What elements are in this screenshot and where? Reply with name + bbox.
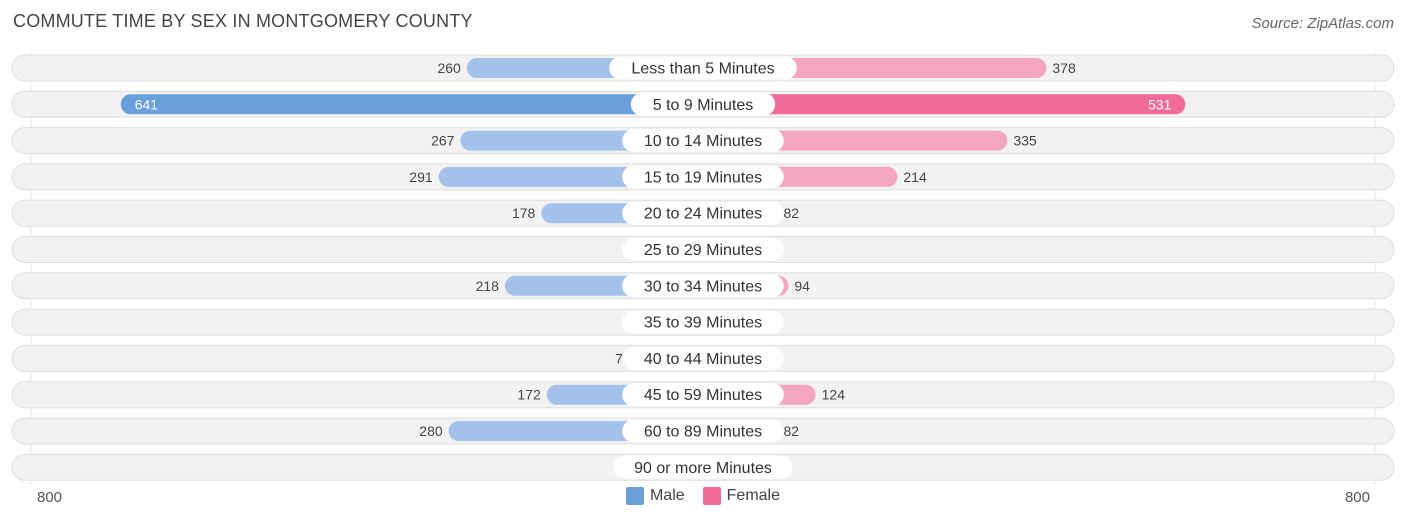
value-label-male: 260: [437, 60, 461, 76]
category-label: 20 to 24 Minutes: [644, 206, 762, 223]
bar-male: [120, 94, 714, 115]
legend-item-female[interactable]: Female: [702, 487, 781, 505]
value-label-male: 641: [135, 96, 159, 112]
value-label-male: 178: [512, 205, 536, 221]
category-label-bg: [622, 201, 784, 225]
value-label-female: 335: [1013, 133, 1037, 149]
value-label-male: 172: [517, 387, 541, 403]
value-label-female: 82: [783, 205, 799, 221]
axis-label-left: 800: [37, 489, 63, 506]
legend-item-male[interactable]: Male: [625, 487, 685, 505]
legend-label-male: Male: [649, 487, 685, 504]
source-label: Source: ZipAtlas.com: [1251, 15, 1394, 32]
category-label-bg: [622, 419, 784, 443]
category-label: 5 to 9 Minutes: [653, 97, 754, 114]
bar-female: [693, 94, 1186, 115]
value-label-female: 94: [794, 278, 810, 294]
value-label-male: 218: [476, 278, 500, 294]
category-label: 15 to 19 Minutes: [644, 169, 762, 186]
category-label-bg: [622, 383, 784, 407]
category-label-bg: [622, 310, 784, 334]
value-label-female: 124: [822, 387, 846, 403]
category-label-bg: [622, 238, 784, 261]
legend-label-female: Female: [726, 487, 781, 504]
value-label-male: 280: [419, 423, 443, 439]
legend-swatch-male: [625, 487, 644, 505]
category-label: 60 to 89 Minutes: [644, 424, 762, 441]
category-label-bg: [609, 56, 797, 80]
value-label-female: 378: [1052, 60, 1076, 76]
legend-swatch-female: [702, 487, 721, 505]
category-label: 30 to 34 Minutes: [644, 278, 762, 295]
category-label: 35 to 39 Minutes: [644, 315, 762, 332]
category-label-bg: [622, 129, 784, 153]
value-label-male: 267: [431, 133, 455, 149]
value-label-female: 214: [903, 169, 927, 185]
chart-title: COMMUTE TIME BY SEX IN MONTGOMERY COUNTY: [13, 11, 473, 31]
butterfly-chart: 260 378 Less than 5 Minutes 641 531 5 to 9 Mi…: [11, 52, 1395, 485]
category-label-bg: [613, 455, 793, 479]
category-label: Less than 5 Minutes: [631, 61, 774, 78]
legend: Male Female: [0, 487, 1406, 505]
category-label: 90 or more Minutes: [634, 460, 772, 477]
axis-label-right: 800: [1344, 489, 1370, 506]
category-label: 10 to 14 Minutes: [644, 133, 762, 150]
category-label-bg: [622, 165, 784, 189]
category-label-bg: [630, 92, 776, 116]
category-label-bg: [622, 274, 784, 298]
category-label: 45 to 59 Minutes: [644, 387, 762, 404]
category-label-bg: [622, 346, 784, 370]
category-label: 40 to 44 Minutes: [644, 351, 762, 368]
value-label-female: 531: [1148, 96, 1172, 112]
category-label: 25 to 29 Minutes: [644, 242, 762, 259]
value-label-male: 291: [409, 169, 433, 185]
value-label-female: 82: [783, 423, 799, 439]
